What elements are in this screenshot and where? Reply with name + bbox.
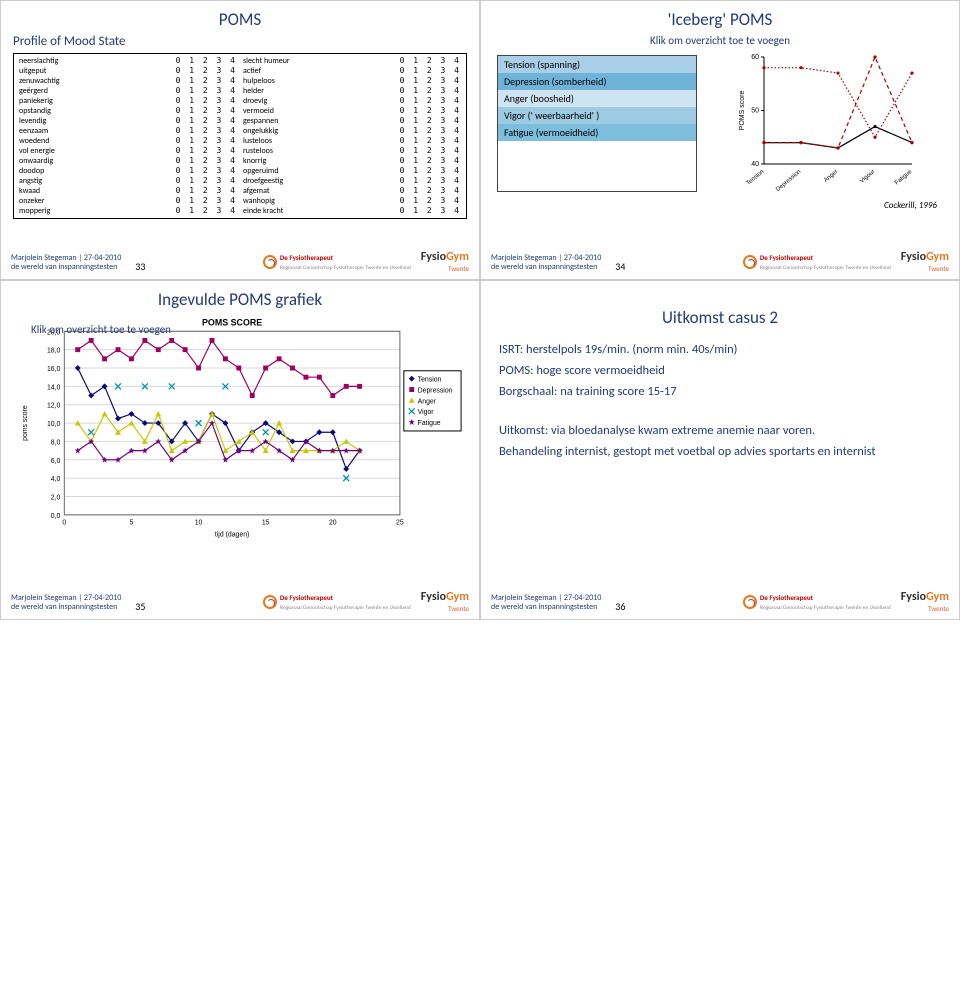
- logo2-sub: Twente: [421, 264, 469, 273]
- slide-number: 36: [615, 600, 625, 613]
- svg-text:6,0: 6,0: [51, 458, 61, 465]
- slide-35: Ingevulde POMS grafiek POMS SCORE 0,0 2,0 4…: [0, 280, 480, 620]
- svg-text:POMS SCORE: POMS SCORE: [202, 317, 262, 327]
- fysiogym-logo: FysioGym Twente: [421, 590, 469, 613]
- citation: Cockerill, 1996: [493, 200, 937, 211]
- result-bullets: ISRT: herstelpols 19s/min. (norm min. 40…: [493, 342, 947, 460]
- poms-mood-table: neerslachtig0 1 2 3 4uitgeput0 1 2 3 4ze…: [13, 53, 467, 219]
- fysiogym-logo: FysioGym Twente: [421, 250, 469, 273]
- author-line-2: de wereld van inspanningstesten: [491, 263, 601, 273]
- svg-text:POMS score: POMS score: [739, 91, 746, 131]
- logo1-sub: Regionaal Genootschap Fysiotherapie Twen…: [760, 605, 891, 611]
- footer-logos: De Fysiotherapeut Regionaal Genootschap …: [743, 590, 949, 613]
- poms-line-chart: POMS SCORE 0,0 2,0 4,0 6,0 8,0 10,0 12,0 14,0 16,…: [13, 314, 467, 544]
- svg-text:60: 60: [751, 54, 759, 61]
- svg-text:5: 5: [130, 520, 134, 527]
- author-line-2: de wereld van inspanningstesten: [11, 603, 121, 613]
- slide-number: 34: [615, 260, 625, 273]
- slide-36: Uitkomst casus 2 ISRT: herstelpols 19s/m…: [480, 280, 960, 620]
- slide-title: Ingevulde POMS grafiek: [13, 289, 467, 310]
- svg-text:25: 25: [396, 520, 404, 527]
- slide-footer: Marjolein Stegeman | 27-04-2010 de werel…: [491, 250, 949, 273]
- iceberg-line-chart: 40 50 60 Tension Depression Anger Vigour Fatigu…: [705, 51, 947, 196]
- svg-text:15: 15: [262, 520, 270, 527]
- svg-text:0,0: 0,0: [51, 513, 61, 520]
- svg-text:2,0: 2,0: [51, 494, 61, 501]
- svg-text:8,0: 8,0: [51, 439, 61, 446]
- slide-footer: Marjolein Stegeman | 27-04-2010 de werel…: [491, 590, 949, 613]
- slide-number: 33: [135, 260, 145, 273]
- svg-text:14,0: 14,0: [47, 384, 61, 391]
- svg-text:50: 50: [751, 108, 759, 115]
- logo1-title: De Fysiotherapeut: [280, 593, 333, 602]
- logo2-sub: Twente: [901, 264, 949, 273]
- logo1-title: De Fysiotherapeut: [760, 593, 813, 602]
- slide-34: 'Iceberg' POMS Klik om overzicht toe te …: [480, 0, 960, 280]
- slide-title: POMS: [13, 9, 467, 30]
- swirl-icon: [743, 255, 757, 269]
- swirl-icon: [263, 595, 277, 609]
- klik-overlay: Klik om overzicht toe te voegen: [31, 323, 171, 336]
- logo1-sub: Regionaal Genootschap Fysiotherapie Twen…: [280, 605, 411, 611]
- slide-number: 35: [135, 600, 145, 613]
- svg-text:16,0: 16,0: [47, 366, 61, 373]
- slide-title: Uitkomst casus 2: [493, 307, 947, 328]
- svg-text:Tension: Tension: [418, 377, 442, 384]
- svg-text:10,0: 10,0: [47, 421, 61, 428]
- fysiotherapeut-logo: De Fysiotherapeut Regionaal Genootschap …: [263, 253, 411, 271]
- author-line-2: de wereld van inspanningstesten: [491, 603, 601, 613]
- slide-footer: Marjolein Stegeman | 27-04-2010 de werel…: [11, 250, 469, 273]
- svg-text:40: 40: [751, 161, 759, 168]
- svg-text:18,0: 18,0: [47, 348, 61, 355]
- svg-text:12,0: 12,0: [47, 403, 61, 410]
- svg-text:Fatigue: Fatigue: [418, 420, 441, 427]
- svg-text:20: 20: [329, 520, 337, 527]
- svg-text:4,0: 4,0: [51, 476, 61, 483]
- iceberg-items: Tension (spanning)Depression (somberheid…: [497, 55, 697, 192]
- slide-title: 'Iceberg' POMS: [493, 9, 947, 30]
- svg-text:0: 0: [62, 520, 66, 527]
- svg-text:Anger: Anger: [823, 169, 839, 184]
- author-block: Marjolein Stegeman | 27-04-2010 de werel…: [491, 254, 601, 273]
- logo1-sub: Regionaal Genootschap Fysiotherapie Twen…: [280, 265, 411, 271]
- slide-footer: Marjolein Stegeman | 27-04-2010 de werel…: [11, 590, 469, 613]
- slide-subtitle: Profile of Mood State: [13, 34, 467, 49]
- fysiotherapeut-logo: De Fysiotherapeut Regionaal Genootschap …: [743, 593, 891, 611]
- svg-text:tijd (dagen): tijd (dagen): [215, 532, 249, 539]
- klik-header: Klik om overzicht toe te voegen: [493, 34, 947, 47]
- author-line-2: de wereld van inspanningstesten: [11, 263, 121, 273]
- logo2-sub: Twente: [901, 604, 949, 613]
- footer-logos: De Fysiotherapeut Regionaal Genootschap …: [743, 250, 949, 273]
- svg-text:Vigor: Vigor: [418, 409, 435, 416]
- svg-text:poms score: poms score: [22, 405, 29, 441]
- author-block: Marjolein Stegeman | 27-04-2010 de werel…: [491, 594, 601, 613]
- fysiotherapeut-logo: De Fysiotherapeut Regionaal Genootschap …: [743, 253, 891, 271]
- fysiogym-logo: FysioGym Twente: [901, 590, 949, 613]
- svg-text:Vigour: Vigour: [859, 169, 876, 185]
- footer-logos: De Fysiotherapeut Regionaal Genootschap …: [263, 250, 469, 273]
- logo2-sub: Twente: [421, 604, 469, 613]
- fysiotherapeut-logo: De Fysiotherapeut Regionaal Genootschap …: [263, 593, 411, 611]
- swirl-icon: [743, 595, 757, 609]
- svg-text:Tension: Tension: [746, 169, 766, 187]
- svg-text:10: 10: [195, 520, 203, 527]
- svg-text:Fatigue: Fatigue: [894, 169, 914, 187]
- svg-text:Depression: Depression: [418, 387, 453, 394]
- slide-33: POMS Profile of Mood State neerslachtig0…: [0, 0, 480, 280]
- logo1-sub: Regionaal Genootschap Fysiotherapie Twen…: [760, 265, 891, 271]
- logo1-title: De Fysiotherapeut: [760, 253, 813, 262]
- swirl-icon: [263, 255, 277, 269]
- svg-text:Depression: Depression: [775, 169, 802, 193]
- logo1-title: De Fysiotherapeut: [280, 253, 333, 262]
- svg-text:Anger: Anger: [418, 398, 437, 405]
- footer-logos: De Fysiotherapeut Regionaal Genootschap …: [263, 590, 469, 613]
- fysiogym-logo: FysioGym Twente: [901, 250, 949, 273]
- author-block: Marjolein Stegeman | 27-04-2010 de werel…: [11, 594, 121, 613]
- author-block: Marjolein Stegeman | 27-04-2010 de werel…: [11, 254, 121, 273]
